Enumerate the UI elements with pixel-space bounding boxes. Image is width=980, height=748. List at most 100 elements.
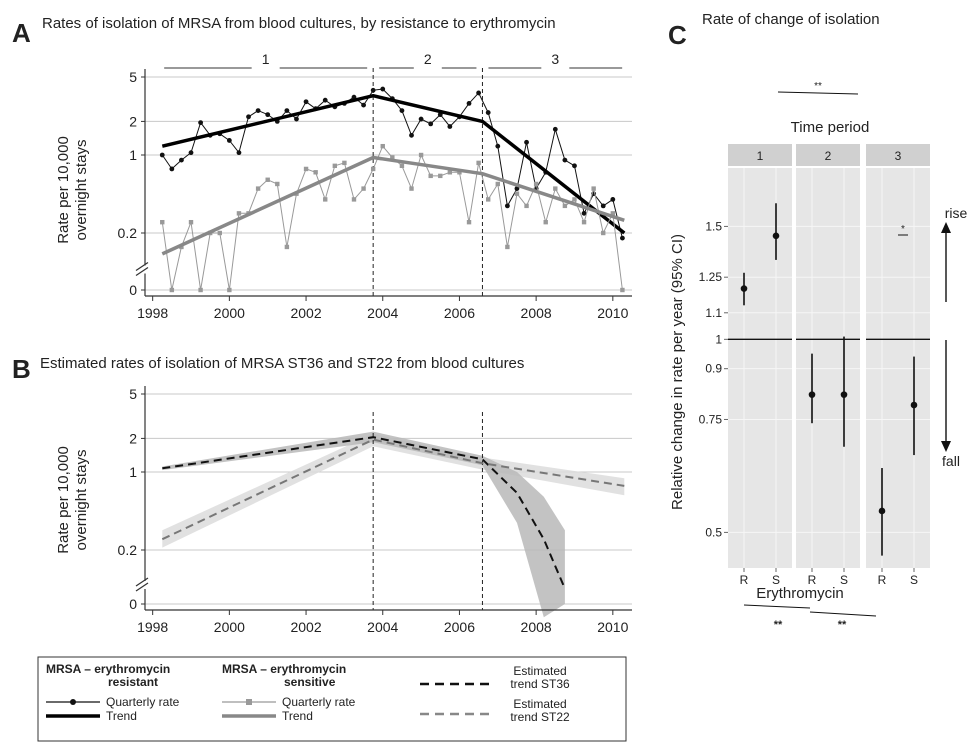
panel-a-data-point [284,244,290,250]
panel-a-data-point [495,143,501,149]
panel-c-facet-strip [728,144,792,166]
panel-c-data-point [740,285,748,292]
panel-c-facets: 1 2 3 [728,144,930,568]
panel-a-data-point [188,219,194,225]
panel-a-data-point [486,197,491,202]
panel-b-axis-break [135,577,149,587]
panel-a-x-tick-label: 2010 [597,305,628,321]
panel-a-data-point [447,170,453,175]
panel-a-series-line [161,155,625,256]
panel-a-data-point [370,87,376,93]
panel-a-x-tick-label: 2002 [290,305,321,321]
panel-a-data-point [217,230,222,236]
panel-a-ylabel-1: Rate per 10,000 [55,136,72,244]
panel-c-annotations: ***** ** [743,81,951,631]
panel-a-data-point [322,97,328,103]
panel-a-data-point [620,235,625,241]
panel-b-x-tick-label: 2004 [367,619,398,635]
panel-a-series-line [161,93,626,235]
panel-b-x-tick-label: 1998 [137,619,168,635]
legend-st36-label-2: trend ST36 [510,677,570,691]
legend-st22-label-1: Estimated [513,697,566,711]
panel-a-data-point [380,143,385,149]
panel-a-data-point [428,121,434,127]
panel-c-facet-strip [866,144,930,166]
panel-a-data-point [370,166,376,172]
panel-a-data-point [313,170,318,175]
panel-b-y-tick-label: 2 [129,430,137,446]
panel-c-x-tick-label: R [740,573,749,587]
panel-c-y-tick-label: 0.9 [705,362,722,376]
panel-a-data-point [418,116,424,122]
panel-c-facet-panel [796,168,860,568]
panel-a-data-point [198,120,204,126]
panel-a-data-point [514,191,520,196]
panel-b-ylabel-2: overnight stays [73,450,90,551]
panel-c-facet-label: 3 [895,149,902,163]
panel-a-data-point [466,100,472,106]
panel-a-data-point [581,219,587,225]
panel-c-data-point [808,391,816,398]
panel-a-data-point [361,186,366,191]
panel-a-data-point [562,157,568,163]
panel-a-data-point [591,186,596,191]
panel-c-fall-arrowhead [941,441,951,452]
legend-st22-label-2: trend ST22 [510,710,570,724]
legend-box [37,656,627,742]
legend: MRSA – erythromycin resistant Quarterly … [37,656,627,742]
legend-sensitive-title-1: MRSA – erythromycin [222,662,346,676]
panel-c-strip-title: Time period [791,119,870,136]
panel-a-data-point [601,230,606,236]
panel-c-facet-panel [866,168,930,568]
panel-b-confidence-band [162,433,625,548]
panel-a-data-point [160,219,165,225]
panel-a-data-point [476,160,481,166]
panel-a-data-point [524,139,529,145]
panel-a-data-point [246,114,251,120]
panel-a-data-point [495,181,500,187]
panel-a-data-point [457,170,462,175]
panel-c-x-tick-label: S [772,573,780,587]
panel-c-xlabel: Erythromycin [756,585,844,602]
legend-resistant-quarterly-label: Quarterly rate [106,695,180,709]
panel-b-series-line [162,436,566,590]
panel-a-title: Rates of isolation of MRSA from blood cu… [42,15,556,32]
panel-b-series [161,436,625,590]
panel-a-data-point [159,152,165,158]
panel-a-data-point [485,110,491,115]
panel-a-data-point [227,287,232,293]
panel-a-letter: A [12,18,31,48]
panel-c-facet-label: 1 [757,149,764,163]
panel-a-data-point [226,138,232,143]
panel-a-y-tick-label: 0.2 [118,225,138,241]
panel-c-data-point [772,232,780,240]
panel-b-x-tick-label: 2006 [444,619,475,635]
panel-a-data-point [572,163,577,169]
panel-a-periods: 1 2 3 [164,51,623,69]
panel-b-letter: B [12,354,31,384]
panel-a-data-point [543,219,548,225]
panel-a-data-point [438,173,443,179]
panel-a-y-tick-label: 2 [129,113,137,129]
panel-a-data-point [514,186,520,191]
panel-c-significance-label: ** [814,81,822,92]
panel-c-significance-label: ** [774,619,783,631]
panel-a-data-point [332,163,338,169]
panel-a-data-point [236,150,242,156]
panel-a-data-point [323,197,328,202]
panel-a-x-tick-label: 1998 [137,305,168,321]
panel-a-data-point [552,126,558,132]
panel-a-data-point [351,197,357,202]
panel-a-data-point [409,186,414,191]
panel-c-significance-bracket [743,604,811,609]
panel-c-rise-label: rise [945,205,968,221]
panel-a-axis-break [135,267,149,276]
panel-a-data-point [409,132,414,138]
panel-a-data-point [255,108,261,113]
panel-c-axes: 1.5 1.25 1.1 1 0.9 0.75 0.5 R S R S R S [699,219,918,587]
panel-a-data-point [428,173,433,179]
panel-a-data-point [399,163,405,169]
panel-a-data-point [198,287,203,293]
panel-b-y-tick-label: 5 [129,386,137,402]
